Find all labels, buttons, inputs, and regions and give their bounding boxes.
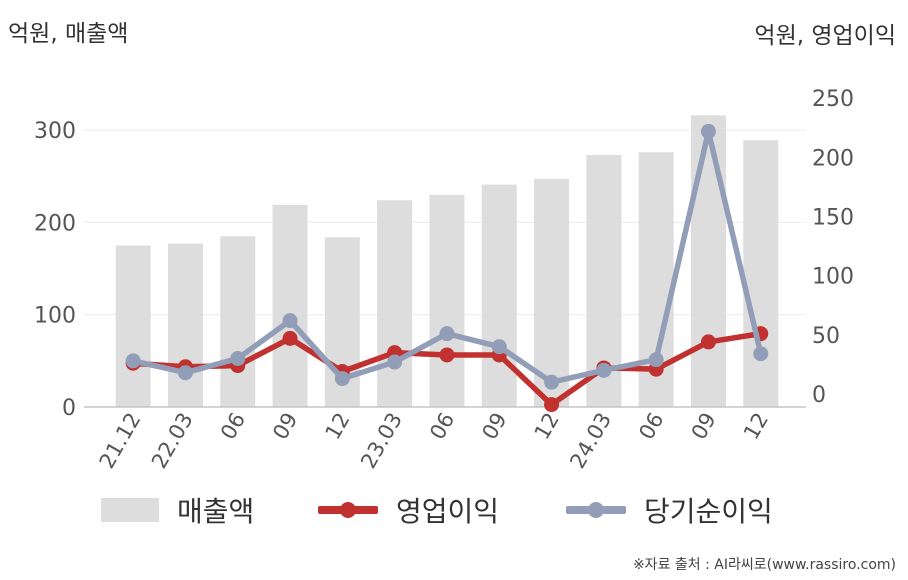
legend: 매출액 영업이익 당기순이익: [0, 490, 908, 540]
x-axis-ticks: 21.12 22.03 06 09 12 23.03 06 09 12 24.03 06 09 12: [95, 409, 773, 473]
net-income-point-0: [125, 353, 141, 369]
x-tick-label-9: 24.03: [565, 409, 616, 473]
right-tick-label-5: 250: [812, 87, 854, 112]
income-lines: [125, 123, 769, 413]
legend-label-revenue: 매출액: [177, 495, 255, 528]
revenue-bar-12: [743, 140, 779, 407]
legend-label-operating-income: 영업이익: [396, 495, 500, 528]
revenue-bar-1: [167, 243, 203, 407]
net-income-point-4: [334, 371, 350, 387]
left-tick-label-2: 200: [34, 211, 76, 236]
net-income-point-3: [282, 313, 298, 329]
operating-income-point-6: [439, 347, 455, 363]
x-tick-label-0: 21.12: [95, 409, 146, 473]
x-tick-label-8: 12: [530, 409, 564, 444]
x-tick-label-1: 22.03: [147, 409, 198, 473]
legend-label-net-income: 당기순이익: [644, 495, 773, 528]
net-income-point-5: [387, 354, 403, 370]
operating-income-point-3: [282, 330, 298, 346]
net-income-point-12: [753, 346, 769, 362]
right-tick-label-2: 100: [812, 265, 854, 290]
x-tick-label-10: 06: [634, 409, 668, 444]
legend-swatch-revenue: [101, 498, 159, 522]
net-income-point-1: [177, 365, 193, 381]
revenue-bar-0: [115, 245, 151, 407]
x-tick-label-6: 06: [425, 409, 459, 444]
legend-item-operating-income: 영업이익: [318, 490, 499, 530]
revenue-bar-5: [377, 200, 413, 407]
revenue-bar-8: [534, 179, 570, 407]
left-axis-ticks: 0 100 200 300: [34, 119, 76, 421]
x-tick-label-2: 06: [216, 409, 250, 444]
net-income-point-10: [648, 352, 664, 368]
left-axis-unit: 억원, 매출액: [8, 21, 129, 47]
left-tick-label-0: 0: [62, 396, 76, 421]
right-axis-ticks: 0 50 100 150 200 250: [812, 87, 854, 408]
source-note: ※자료 출처 : AI라씨로(www.rassiro.com): [632, 557, 896, 573]
x-tick-label-5: 23.03: [356, 409, 407, 473]
x-tick-label-7: 09: [477, 409, 511, 444]
net-income-point-2: [230, 350, 246, 366]
right-tick-label-0: 0: [812, 383, 826, 408]
x-tick-label-4: 12: [321, 409, 355, 444]
legend-swatch-net-income: [566, 498, 626, 522]
net-income-point-11: [700, 123, 716, 139]
operating-income-point-11: [700, 334, 716, 350]
revenue-bar-6: [429, 194, 465, 407]
net-income-point-8: [544, 374, 560, 390]
x-tick-label-3: 09: [268, 409, 302, 444]
operating-income-point-8: [544, 397, 560, 413]
right-tick-label-3: 150: [812, 206, 854, 231]
combo-chart: 0 100 200 300 0 50 100 150 200 250 21.12 22.03 06 0…: [34, 87, 854, 473]
legend-swatch-operating-income: [318, 498, 378, 522]
revenue-bar-2: [220, 236, 256, 407]
legend-item-revenue: 매출액: [101, 490, 254, 530]
right-tick-label-4: 200: [812, 146, 854, 171]
x-tick-label-11: 09: [687, 409, 721, 444]
legend-item-net-income: 당기순이익: [566, 490, 773, 530]
right-axis-unit: 억원, 영업이익: [754, 23, 896, 49]
x-tick-label-12: 12: [739, 409, 773, 444]
left-tick-label-1: 100: [34, 304, 76, 329]
revenue-bar-7: [481, 184, 517, 407]
net-income-point-6: [439, 326, 455, 342]
revenue-bar-11: [690, 115, 726, 408]
net-income-point-7: [491, 339, 507, 355]
revenue-bar-3: [272, 204, 308, 407]
right-tick-label-1: 50: [812, 324, 840, 349]
net-income-point-9: [596, 362, 612, 378]
left-tick-label-3: 300: [34, 119, 76, 144]
